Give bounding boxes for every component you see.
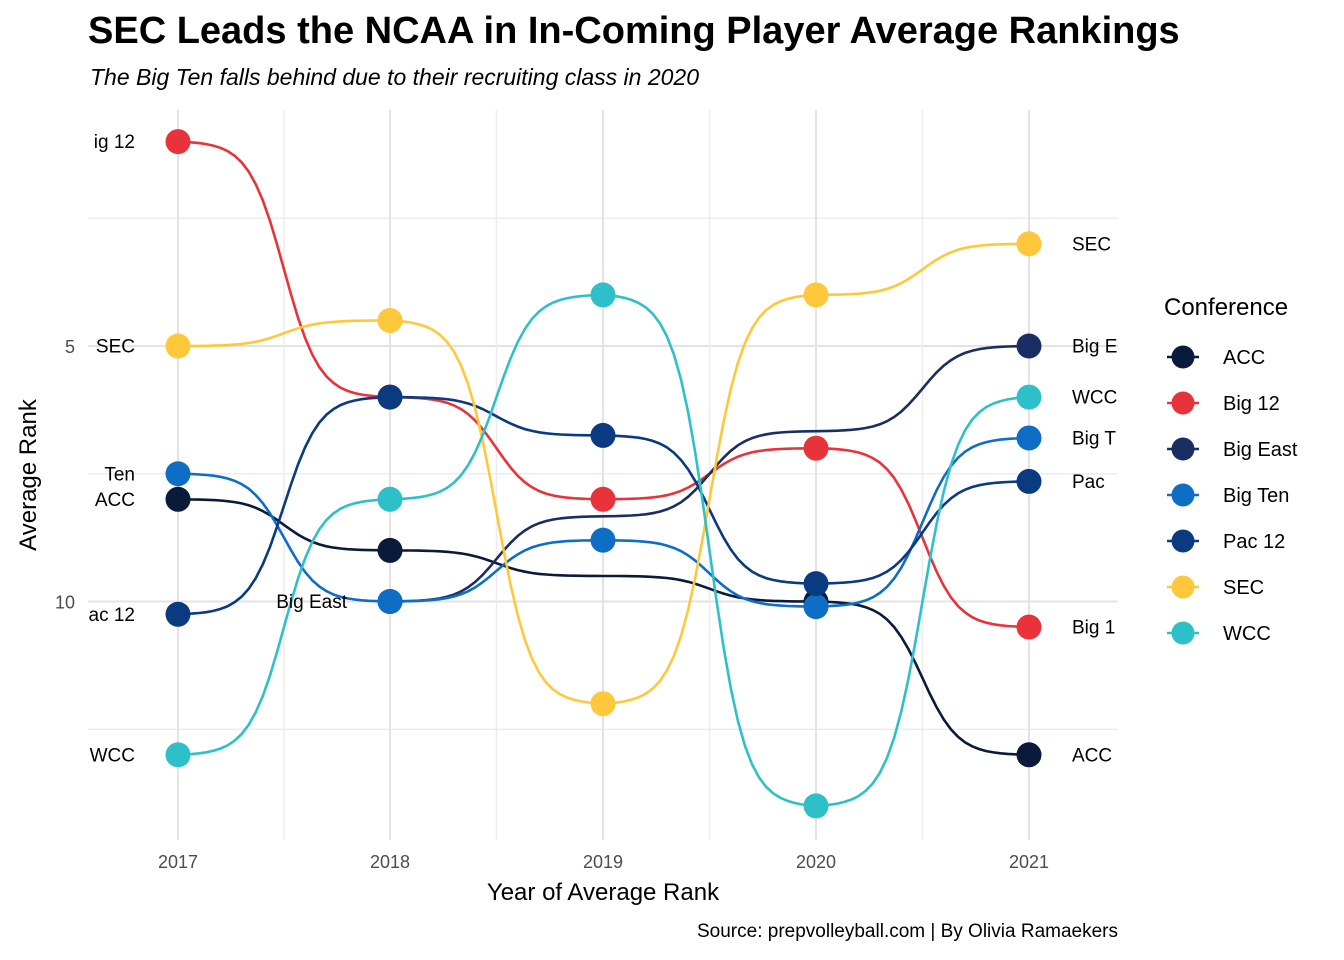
point-big-12-2019 [590, 486, 616, 512]
legend-item-big-ten: Big Ten [1167, 483, 1289, 507]
x-tick-label: 2018 [370, 852, 410, 872]
point-big-east-2021 [1016, 333, 1042, 359]
start-label-pac-12: ac 12 [89, 605, 135, 626]
y-tick-label: 5 [65, 337, 75, 357]
legend-item-big-12: Big 12 [1167, 391, 1280, 415]
legend-key-point [1171, 345, 1195, 369]
legend-key-point [1171, 529, 1195, 553]
point-pac-12-2017 [165, 601, 191, 627]
end-label-pac-12: Pac [1072, 472, 1105, 493]
legend-label: Big Ten [1223, 485, 1289, 507]
start-label-big-12: ig 12 [94, 132, 135, 153]
chart-caption: Source: prepvolleyball.com | By Olivia R… [697, 921, 1118, 942]
x-tick-label: 2021 [1009, 852, 1049, 872]
legend-label: Big East [1223, 439, 1298, 461]
end-label-wcc: WCC [1072, 388, 1117, 409]
point-big-ten-2021 [1016, 425, 1042, 451]
point-pac-12-2018 [377, 384, 403, 410]
point-sec-2018 [377, 307, 403, 333]
legend-label: WCC [1223, 623, 1271, 645]
point-wcc-2017 [165, 742, 191, 768]
point-wcc-2019 [590, 282, 616, 308]
series-line-acc [177, 498, 1030, 757]
legend-label: Big 12 [1223, 393, 1280, 415]
y-tick-label: 10 [55, 593, 75, 613]
point-sec-2017 [165, 333, 191, 359]
point-big-12-2017 [165, 129, 191, 155]
point-pac-12-2019 [590, 422, 616, 448]
legend-label: ACC [1223, 347, 1265, 369]
point-big-ten-2019 [590, 527, 616, 553]
legend-key-point [1171, 391, 1195, 415]
legend-item-wcc: WCC [1167, 621, 1271, 645]
x-tick-label: 2019 [583, 852, 623, 872]
legend-label: SEC [1223, 577, 1264, 599]
legend-title: Conference [1164, 294, 1288, 321]
point-sec-2021 [1016, 231, 1042, 257]
start-label-big-ten: Ten [104, 464, 135, 485]
point-sec-2020 [803, 282, 829, 308]
point-wcc-2020 [803, 793, 829, 819]
end-label-sec: SEC [1072, 234, 1111, 255]
start-label-acc: ACC [95, 490, 135, 511]
point-acc-2021 [1016, 742, 1042, 768]
legend-item-pac-12: Pac 12 [1167, 529, 1285, 553]
start-label-big-east: Big East [276, 592, 347, 613]
x-tick-label: 2020 [796, 852, 836, 872]
point-big-ten-2018 [377, 589, 403, 614]
point-big-ten-2020 [803, 594, 829, 620]
end-label-acc: ACC [1072, 745, 1112, 766]
x-tick-label: 2017 [158, 852, 198, 872]
point-pac-12-2020 [803, 571, 829, 597]
series-points [165, 129, 1042, 819]
end-label-big-ten: Big T [1072, 428, 1116, 449]
legend-item-big-east: Big East [1167, 437, 1298, 461]
end-label-big-12: Big 1 [1072, 618, 1115, 639]
grid-lines [88, 110, 1118, 840]
start-label-sec: SEC [96, 337, 135, 358]
point-acc-2017 [165, 486, 191, 512]
point-big-12-2021 [1016, 614, 1042, 640]
point-big-12-2020 [803, 435, 829, 461]
point-big-ten-2017 [165, 461, 191, 487]
end-label-big-east: Big E [1072, 337, 1117, 358]
legend-item-sec: SEC [1167, 575, 1264, 599]
point-pac-12-2021 [1016, 468, 1042, 494]
legend-key-point [1171, 621, 1195, 645]
chart-title: SEC Leads the NCAA in In-Coming Player A… [88, 10, 1180, 52]
legend-key-point [1171, 575, 1195, 599]
legend: Conference ACC Big 12 Big East Big Ten Pac 12… [1164, 294, 1298, 645]
point-acc-2018 [377, 537, 403, 563]
chart-subtitle: The Big Ten falls behind due to their re… [90, 64, 700, 90]
legend-item-acc: ACC [1167, 345, 1265, 369]
series-line-big-east [389, 344, 1030, 603]
x-axis-label: Year of Average Rank [487, 879, 720, 906]
point-sec-2019 [590, 691, 616, 717]
y-axis-label: Average Rank [15, 398, 42, 551]
legend-key-point [1171, 437, 1195, 461]
axes: 2017 2018 2019 2020 2021 5 10 Year of Average R… [15, 337, 1049, 906]
legend-label: Pac 12 [1223, 531, 1285, 553]
start-label-wcc: WCC [90, 745, 135, 766]
point-wcc-2018 [377, 486, 403, 512]
point-wcc-2021 [1016, 384, 1042, 410]
series-labels: ACC ACC ig 12 Big 1 Big East Big E Ten Big T ac … [89, 132, 1118, 766]
legend-key-point [1171, 483, 1195, 507]
